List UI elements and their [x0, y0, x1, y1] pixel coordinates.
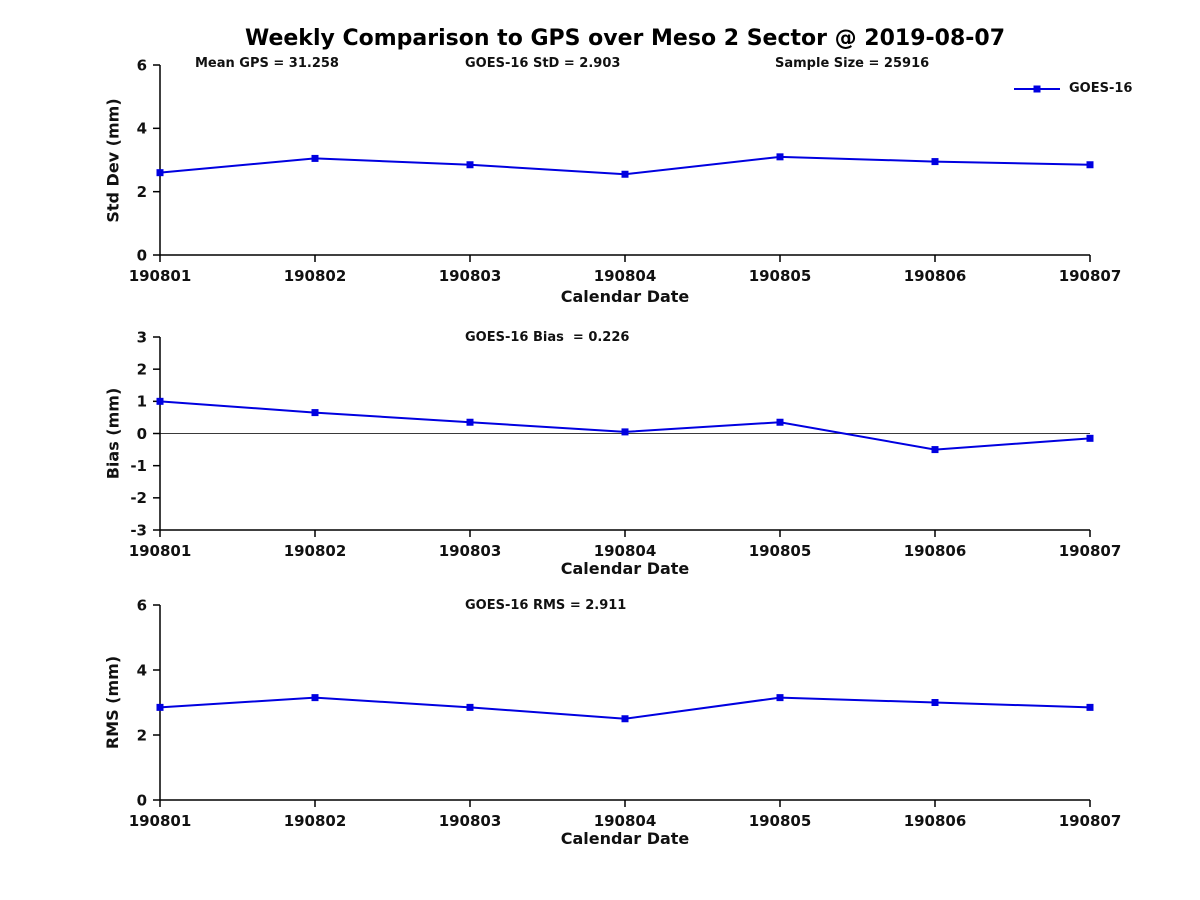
x-tick-label: 190807: [1059, 812, 1122, 830]
x-tick-label: 190803: [439, 812, 502, 830]
y-tick-label: 0: [137, 246, 147, 264]
rms-chart: 0 2 4 6 190801 190802 190803 190804 190805 190806…: [129, 596, 1122, 830]
x-tick-label: 190805: [749, 812, 812, 830]
rms-panel-title: GOES-16 RMS = 2.911: [465, 598, 627, 613]
x-tick-label: 190801: [129, 542, 192, 560]
y-tick-label: 6: [137, 56, 147, 74]
bias-chart: -3 -2 -1 0 1 2 3 190801 190802 190803 190804 190805…: [129, 328, 1122, 560]
y-tick-label: 1: [137, 393, 147, 411]
data-point-marker: [311, 154, 319, 162]
y-tick-label: 2: [137, 183, 147, 201]
x-tick-label: 190805: [749, 267, 812, 285]
ylabel-rms-text: RMS (mm): [103, 655, 123, 750]
bias-plot-svg: -3 -2 -1 0 1 2 3 190801 190802 190803 190804 190805…: [129, 328, 1122, 560]
data-point-marker: [776, 418, 784, 426]
x-tick-label: 190807: [1059, 267, 1122, 285]
x-tick-label: 190801: [129, 812, 192, 830]
data-point-marker: [1086, 703, 1094, 711]
data-point-marker: [931, 158, 939, 166]
x-tick-label: 190806: [904, 542, 967, 560]
series-line-goes-16: [159, 400, 1091, 451]
data-point-marker: [1086, 161, 1094, 169]
x-tick-label: 190802: [284, 542, 347, 560]
std-dev-chart: 0 2 4 6 190801 190802 190803 190804 190805 190806…: [129, 56, 1122, 285]
y-tick-label: 0: [137, 791, 147, 809]
ylabel-std-dev-text: Std Dev (mm): [103, 97, 123, 223]
bias-panel-title: GOES-16 Bias = 0.226: [465, 330, 630, 345]
data-point-marker: [466, 703, 474, 711]
annotation-mean-gps: Mean GPS = 31.258: [195, 56, 339, 71]
legend: GOES-16: [1014, 81, 1132, 96]
xlabel-calendar-date-1: Calendar Date: [560, 287, 690, 306]
ylabel-rms: RMS (mm): [94, 605, 132, 800]
y-tick-label: 0: [137, 425, 147, 443]
annotation-sample-size: Sample Size = 25916: [775, 56, 930, 71]
y-tick-label: -3: [130, 521, 147, 539]
x-tick-label: 190804: [594, 267, 657, 285]
data-point-marker: [621, 170, 629, 178]
data-point-marker: [776, 694, 784, 702]
y-tick-label: 3: [137, 328, 147, 346]
y-tick-label: 6: [137, 596, 147, 614]
data-point-marker: [621, 715, 629, 723]
y-tick-label: 2: [137, 726, 147, 744]
ylabel-std-dev: Std Dev (mm): [94, 65, 132, 255]
x-tick-label: 190804: [594, 542, 657, 560]
y-tick-label: 4: [137, 661, 147, 679]
ylabel-bias-text: Bias (mm): [103, 387, 123, 480]
x-tick-label: 190803: [439, 542, 502, 560]
x-tick-label: 190802: [284, 267, 347, 285]
ylabel-bias: Bias (mm): [94, 337, 132, 530]
x-tick-label: 190804: [594, 812, 657, 830]
x-tick-label: 190801: [129, 267, 192, 285]
x-tick-label: 190806: [904, 812, 967, 830]
xlabel-calendar-date-3: Calendar Date: [560, 829, 690, 848]
data-point-marker: [776, 153, 784, 161]
x-tick-label: 190803: [439, 267, 502, 285]
data-point-marker: [311, 409, 319, 417]
data-point-marker: [156, 397, 164, 405]
legend-line-icon: [1014, 85, 1060, 92]
y-tick-label: 2: [137, 360, 147, 378]
legend-label: GOES-16: [1069, 81, 1133, 96]
rms-plot-svg: 0 2 4 6 190801 190802 190803 190804 190805 190806…: [129, 596, 1122, 830]
data-point-marker: [1086, 434, 1094, 442]
std-dev-plot-svg: 0 2 4 6 190801 190802 190803 190804 190805 190806…: [129, 56, 1122, 285]
annotation-goes-std: GOES-16 StD = 2.903: [465, 56, 621, 71]
data-point-marker: [466, 418, 474, 426]
x-tick-label: 190806: [904, 267, 967, 285]
data-point-marker: [156, 703, 164, 711]
data-point-marker: [156, 169, 164, 177]
figure-title: Weekly Comparison to GPS over Meso 2 Sec…: [244, 26, 1006, 51]
data-point-marker: [311, 694, 319, 702]
legend-marker: [1033, 85, 1041, 92]
y-tick-label: 4: [137, 120, 147, 138]
x-tick-label: 190805: [749, 542, 812, 560]
x-tick-label: 190807: [1059, 542, 1122, 560]
y-tick-label: -2: [130, 489, 147, 507]
xlabel-calendar-date-2: Calendar Date: [560, 559, 690, 578]
data-point-marker: [466, 161, 474, 169]
data-point-marker: [931, 446, 939, 454]
data-point-marker: [931, 699, 939, 706]
x-tick-label: 190802: [284, 812, 347, 830]
y-tick-label: -1: [130, 457, 147, 475]
data-point-marker: [621, 428, 629, 436]
